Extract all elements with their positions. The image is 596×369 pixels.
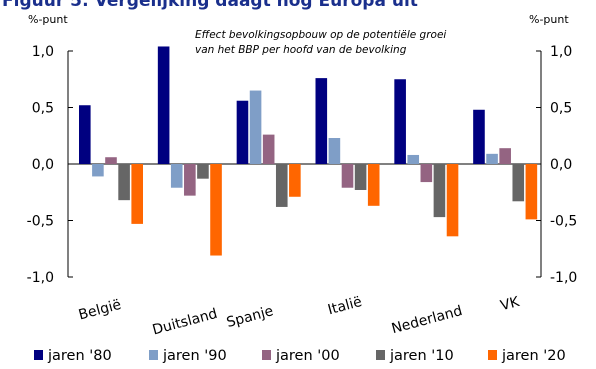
legend-swatch bbox=[149, 350, 158, 360]
legend-label: jaren '10 bbox=[389, 348, 454, 364]
y-unit-left: %-punt bbox=[28, 13, 68, 26]
bar bbox=[525, 164, 538, 220]
tick-labels: 1,0 1,0 0,5 0,5 0,0 0,0 -0,5 -0,5 -1,0 -1,0 bbox=[27, 44, 578, 286]
axes bbox=[67, 50, 542, 278]
y-unit-right: %-punt bbox=[529, 13, 569, 26]
legend-swatch bbox=[262, 350, 271, 360]
annotation-line: van het BBP per hoofd van de bevolking bbox=[195, 44, 407, 56]
y-tick-label-right: 0,0 bbox=[550, 157, 572, 173]
bar bbox=[157, 46, 170, 165]
bars bbox=[79, 46, 538, 256]
legend-label: jaren '80 bbox=[47, 348, 112, 364]
bar bbox=[420, 164, 433, 183]
legend-swatch bbox=[34, 350, 43, 360]
bar bbox=[367, 164, 380, 206]
bar bbox=[512, 164, 525, 202]
y-tick-label-left: 1,0 bbox=[32, 44, 54, 60]
category-label: België bbox=[77, 297, 123, 324]
category-label: Duitsland bbox=[151, 306, 219, 339]
chart-title: Figuur 5: Vergelijking daagt nóg Europa … bbox=[2, 0, 418, 11]
y-tick-label-left: 0,0 bbox=[32, 157, 54, 173]
bar bbox=[262, 134, 275, 164]
category-label: VK bbox=[499, 294, 522, 315]
y-tick-label-right: 0,5 bbox=[550, 101, 572, 117]
bar bbox=[197, 164, 209, 179]
bar bbox=[354, 164, 367, 190]
bar bbox=[328, 138, 341, 164]
legend-swatch bbox=[488, 350, 497, 360]
bar bbox=[79, 105, 91, 164]
y-tick-label-right: -0,5 bbox=[550, 214, 577, 230]
bar bbox=[105, 157, 117, 164]
bar bbox=[486, 153, 498, 164]
annotation: Effect bevolkingsopbouw op de potentiële… bbox=[195, 29, 446, 56]
bar bbox=[184, 164, 196, 196]
annotation-line: Effect bevolkingsopbouw op de potentiële… bbox=[195, 29, 446, 41]
bar bbox=[131, 164, 143, 224]
bar bbox=[118, 164, 130, 201]
bar bbox=[236, 100, 249, 164]
y-tick-label-left: 0,5 bbox=[32, 101, 54, 117]
bar bbox=[499, 148, 511, 164]
bar bbox=[170, 164, 183, 188]
bar bbox=[275, 164, 288, 207]
bar bbox=[446, 164, 459, 237]
y-tick-label-left: -1,0 bbox=[27, 270, 54, 286]
category-labels: België Duitsland Spanje Italië Nederland VK bbox=[77, 294, 522, 339]
bar bbox=[315, 78, 328, 164]
bar bbox=[473, 109, 485, 164]
bar bbox=[210, 164, 222, 256]
category-label: Spanje bbox=[225, 303, 275, 331]
legend-label: jaren '90 bbox=[162, 348, 227, 364]
bar bbox=[249, 90, 262, 164]
bar bbox=[92, 164, 104, 177]
legend-label: jaren '20 bbox=[501, 348, 566, 364]
bar bbox=[341, 164, 354, 188]
bar bbox=[407, 154, 420, 164]
y-tick-label-right: -1,0 bbox=[550, 270, 577, 286]
legend-swatch bbox=[376, 350, 385, 360]
bar bbox=[433, 164, 446, 218]
bar bbox=[394, 79, 406, 164]
category-label: Nederland bbox=[390, 303, 464, 337]
bar bbox=[289, 164, 301, 197]
category-label: Italië bbox=[326, 294, 364, 318]
y-tick-label-left: -0,5 bbox=[27, 214, 54, 230]
legend: jaren '80 jaren '90 jaren '00 jaren '10 jare… bbox=[34, 348, 566, 364]
legend-label: jaren '00 bbox=[275, 348, 340, 364]
y-tick-label-right: 1,0 bbox=[550, 44, 572, 60]
